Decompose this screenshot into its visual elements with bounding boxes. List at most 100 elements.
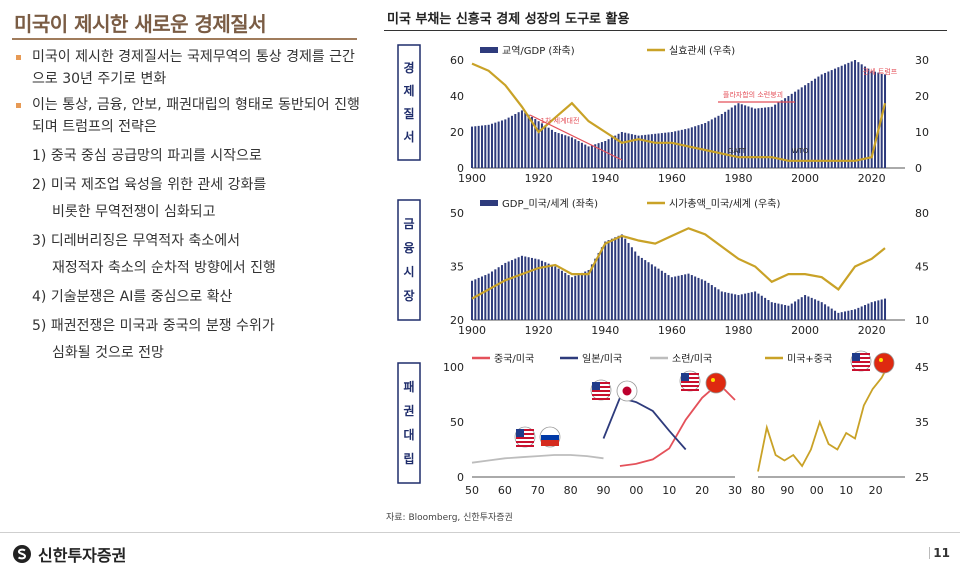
bar [807, 296, 810, 320]
bar [670, 132, 673, 168]
bar [820, 302, 823, 320]
bar [754, 291, 757, 320]
bar [704, 123, 707, 168]
y-right-tick-label: 25 [915, 471, 929, 484]
bar [860, 64, 863, 168]
bar [517, 112, 520, 168]
bullet-1: 미국이 제시한 경제질서는 국제무역의 통상 경제를 근간으로 30년 주기로 … [14, 46, 364, 90]
bar [780, 100, 783, 168]
bar [487, 273, 490, 320]
footer-rule [0, 532, 960, 533]
bar [654, 266, 657, 320]
bar [527, 114, 530, 168]
bar [777, 303, 780, 320]
bar [687, 128, 690, 168]
source-note: 자료: Bloomberg, 신한투자증권 [386, 513, 513, 523]
us-flag-icon-stripe [516, 441, 534, 443]
bar [500, 120, 503, 168]
bar [537, 121, 540, 168]
bar [540, 260, 543, 320]
x-tick-label: 00 [810, 484, 824, 497]
x-tick-label: 1960 [658, 324, 686, 337]
bar [757, 293, 760, 320]
bar [570, 277, 573, 320]
bar [584, 144, 587, 168]
bar [677, 275, 680, 320]
bar [847, 310, 850, 320]
bar [520, 255, 523, 320]
bar [600, 247, 603, 320]
bar [684, 129, 687, 168]
bar [730, 107, 733, 168]
bar [590, 264, 593, 320]
bar [787, 305, 790, 320]
bar [690, 275, 693, 320]
bar [570, 137, 573, 168]
bar [637, 255, 640, 320]
sub-item-3: 3) 디레버리징은 무역적자 축소에서 [32, 233, 241, 249]
bar [704, 280, 707, 320]
bar [850, 61, 853, 168]
y-right-tick-label: 35 [915, 416, 929, 429]
x-tick-label: 60 [498, 484, 512, 497]
brand-s-icon [13, 545, 31, 563]
us-flag-icon-canton [592, 382, 600, 390]
series-line [471, 62, 887, 162]
bar [650, 264, 653, 320]
bar [580, 272, 583, 320]
section-label-hegemony-char: 립 [403, 452, 414, 466]
bar [637, 135, 640, 168]
us-flag-icon-stripe [592, 394, 610, 396]
bar [767, 300, 770, 320]
bar [870, 70, 873, 168]
bar [784, 98, 787, 168]
us-flag-icon-canton [516, 429, 524, 437]
bar [490, 271, 493, 320]
section-label-economic-order-char: 제 [403, 84, 414, 98]
y-left-tick-label: 20 [450, 126, 464, 139]
bar [624, 238, 627, 320]
bar [630, 247, 633, 320]
bar [667, 132, 670, 168]
x-tick-label: 20 [695, 484, 709, 497]
x-tick-label: 20 [869, 484, 883, 497]
bar [700, 124, 703, 168]
bar [797, 299, 800, 320]
bar [774, 302, 777, 320]
bar [557, 133, 560, 168]
bar [554, 266, 557, 320]
bar [717, 289, 720, 320]
us-flag-icon-stripe [592, 390, 610, 392]
china-flag-icon-star [879, 358, 883, 362]
bar [787, 96, 790, 168]
china-flag-icon [705, 372, 727, 394]
bar [577, 141, 580, 168]
bar [630, 134, 633, 168]
bar [877, 72, 880, 168]
bar [640, 257, 643, 320]
bar [720, 291, 723, 320]
bar [534, 258, 537, 320]
bar [807, 83, 810, 168]
bar [587, 146, 590, 168]
bar [710, 119, 713, 168]
bar [837, 312, 840, 320]
sub-item-1: 1) 중국 중심 공급망의 파괴를 시작으로 [32, 148, 262, 164]
us-flag-icon-stripe [681, 381, 699, 383]
bar [634, 251, 637, 320]
annotation-trump: 관세 트럼프 [863, 67, 898, 76]
bar [574, 275, 577, 320]
bar [660, 270, 663, 320]
bar [680, 275, 683, 320]
bar [604, 141, 607, 168]
bar [474, 126, 477, 168]
x-tick-label: 2000 [791, 172, 819, 185]
bar [527, 257, 530, 320]
bar [817, 76, 820, 168]
sub-item-2-cont: 비롯한 무역전쟁이 심화되고 [52, 204, 216, 220]
bar [547, 127, 550, 168]
bar [604, 241, 607, 320]
bar [567, 136, 570, 168]
bar [860, 306, 863, 320]
bar [804, 85, 807, 168]
